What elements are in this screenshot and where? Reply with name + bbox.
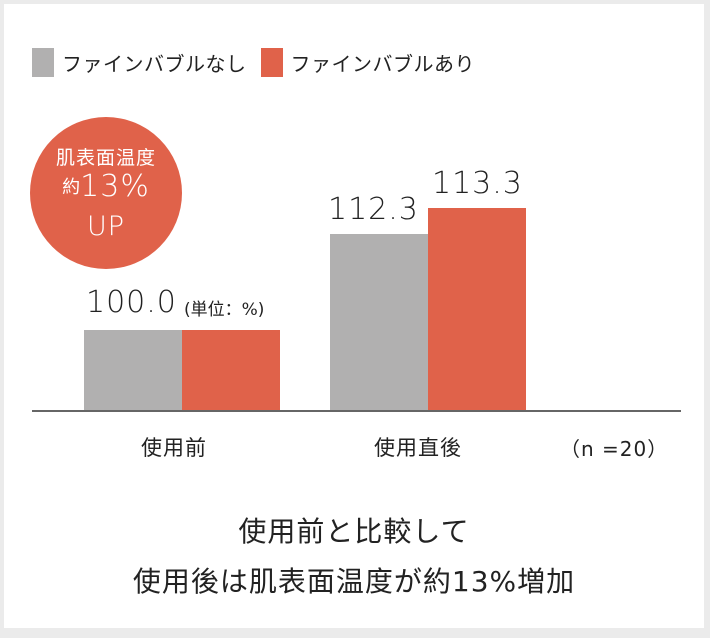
legend-label-without: ファインバブルなし bbox=[62, 52, 247, 76]
badge-prefix: 約 bbox=[62, 177, 81, 198]
chart-card: ファインバブルなし ファインバブルあり 肌表面温度 約13% UP 100.0 … bbox=[4, 4, 704, 628]
badge-line-2: 約13% bbox=[30, 169, 182, 204]
value-label-after-without: 112.3 bbox=[328, 192, 419, 227]
legend-item-without: ファインバブルなし bbox=[32, 48, 247, 77]
badge-line-1: 肌表面温度 bbox=[55, 147, 156, 169]
sample-size-note: （n =20） bbox=[560, 437, 669, 461]
bar-before-with bbox=[182, 330, 280, 411]
legend-label-with: ファインバブルあり bbox=[290, 52, 475, 76]
caption-line-1: 使用前と比較して bbox=[238, 515, 470, 548]
badge-percent: 13% bbox=[80, 169, 150, 204]
value-label-before: 100.0 bbox=[86, 285, 177, 320]
increase-badge: 肌表面温度 約13% UP bbox=[30, 117, 182, 269]
legend-item-with: ファインバブルあり bbox=[260, 48, 476, 77]
x-axis-line bbox=[32, 410, 681, 412]
legend-swatch-with bbox=[260, 48, 283, 77]
caption-line-2: 使用後は肌表面温度が約13%増加 bbox=[132, 565, 576, 598]
unit-note: (単位：%) bbox=[184, 300, 265, 320]
legend: ファインバブルなし ファインバブルあり bbox=[32, 48, 489, 77]
category-label-after: 使用直後 bbox=[374, 436, 462, 460]
bar-before-without bbox=[84, 330, 182, 411]
bar-after-without bbox=[330, 234, 428, 411]
legend-swatch-without bbox=[32, 48, 54, 77]
value-label-after-with: 113.3 bbox=[432, 166, 523, 201]
badge-line-3: UP bbox=[86, 211, 126, 242]
category-label-before: 使用前 bbox=[141, 436, 207, 460]
bar-after-with bbox=[428, 208, 526, 411]
